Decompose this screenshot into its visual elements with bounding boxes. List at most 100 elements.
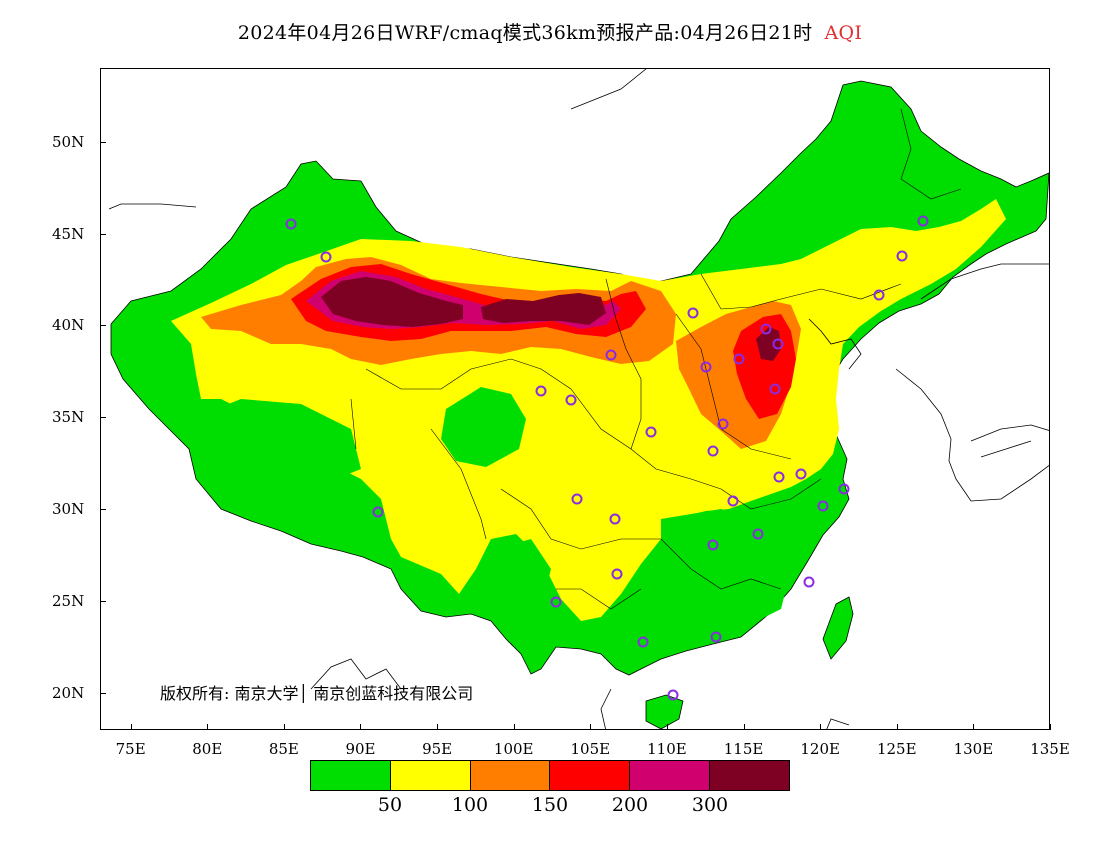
- lon-tick-mark: [283, 724, 285, 730]
- station-marker: [917, 215, 929, 227]
- legend-threshold-label: 300: [691, 794, 729, 816]
- station-marker: [700, 361, 712, 373]
- green-pocket-tibet: [191, 399, 361, 489]
- legend-swatch: [630, 761, 711, 790]
- lon-tick-label: 135E: [1030, 740, 1070, 758]
- lon-tick-mark: [130, 724, 132, 730]
- lon-tick-label: 115E: [723, 740, 764, 758]
- province-boundaries: [350, 108, 962, 610]
- station-marker: [760, 323, 772, 335]
- green-pocket-qinghai: [441, 387, 526, 467]
- station-marker: [727, 495, 739, 507]
- lon-tick-label: 95E: [422, 740, 453, 758]
- station-marker: [873, 289, 885, 301]
- title-variable: AQI: [824, 22, 863, 44]
- station-marker: [687, 307, 699, 319]
- lat-tick-mark: [100, 233, 106, 235]
- station-marker: [667, 689, 679, 701]
- station-marker: [550, 596, 562, 608]
- station-marker: [637, 636, 649, 648]
- lon-tick-mark: [207, 724, 209, 730]
- map-title: 2024年04月26日WRF/cmaq模式36km预报产品:04月26日21时 A…: [0, 18, 1100, 45]
- lat-tick-label: 30N: [52, 500, 85, 519]
- lat-tick-label: 35N: [52, 408, 85, 427]
- station-marker: [896, 250, 908, 262]
- copyright-text: 版权所有: 南京大学│ 南京创蓝科技有限公司: [160, 684, 474, 703]
- lon-tick-label: 120E: [800, 740, 840, 758]
- lon-tick-mark: [437, 724, 439, 730]
- station-marker: [372, 506, 384, 518]
- lat-tick-mark: [100, 141, 106, 143]
- lon-tick-label: 125E: [876, 740, 917, 758]
- lon-tick-label: 105E: [570, 740, 611, 758]
- lat-tick-label: 40N: [52, 316, 85, 335]
- station-marker: [838, 483, 850, 495]
- legend-swatch: [710, 761, 789, 790]
- lon-tick-label: 100E: [493, 740, 534, 758]
- station-marker: [535, 385, 547, 397]
- lon-tick-mark: [513, 724, 515, 730]
- station-marker: [803, 576, 815, 588]
- station-marker: [817, 500, 829, 512]
- station-marker: [645, 426, 657, 438]
- legend-swatch: [550, 761, 631, 790]
- lon-tick-label: 85E: [268, 740, 299, 758]
- station-marker: [710, 631, 722, 643]
- lat-tick-mark: [100, 601, 106, 603]
- lat-tick-label: 45N: [52, 224, 85, 243]
- lat-tick-label: 50N: [52, 132, 85, 151]
- lat-tick-mark: [100, 325, 106, 327]
- lon-tick-label: 110E: [647, 740, 687, 758]
- title-main: 2024年04月26日WRF/cmaq模式36km预报产品:04月26日21时: [237, 22, 813, 44]
- station-marker: [565, 394, 577, 406]
- taiwan-island: [822, 596, 854, 660]
- station-marker: [707, 539, 719, 551]
- lon-tick-label: 90E: [345, 740, 376, 758]
- legend-swatch: [311, 761, 391, 790]
- lon-tick-mark: [820, 724, 822, 730]
- lat-tick-mark: [100, 693, 106, 695]
- station-marker: [285, 218, 297, 230]
- station-marker: [795, 468, 807, 480]
- monitoring-stations: [285, 215, 929, 701]
- lon-tick-mark: [360, 724, 362, 730]
- station-marker: [717, 418, 729, 430]
- lon-tick-mark: [743, 724, 745, 730]
- legend-swatch: [470, 761, 551, 790]
- lat-tick-mark: [100, 509, 106, 511]
- aqi-map-svg: [108, 69, 1049, 729]
- legend-threshold-label: 50: [377, 794, 403, 816]
- lat-tick-label: 25N: [52, 592, 85, 611]
- legend-threshold-label: 100: [451, 794, 489, 816]
- station-marker: [769, 383, 781, 395]
- station-marker: [772, 338, 784, 350]
- station-marker: [605, 349, 617, 361]
- lon-tick-label: 130E: [953, 740, 994, 758]
- lon-tick-mark: [973, 724, 975, 730]
- lon-tick-mark: [1050, 724, 1051, 730]
- hainan-island: [645, 694, 684, 729]
- lon-tick-mark: [590, 724, 592, 730]
- lon-tick-mark: [896, 724, 898, 730]
- lat-tick-mark: [100, 417, 106, 419]
- aqi-hazardous-area: [321, 277, 463, 327]
- station-marker: [320, 251, 332, 263]
- station-marker: [707, 445, 719, 457]
- green-pocket-yunnan: [491, 539, 551, 609]
- station-marker: [571, 493, 583, 505]
- station-marker: [773, 471, 785, 483]
- station-marker: [752, 528, 764, 540]
- station-marker: [609, 513, 621, 525]
- lon-tick-label: 75E: [115, 740, 146, 758]
- aqi-legend-bar: [310, 760, 790, 791]
- aqi-hazardous-area-hebei: [756, 327, 781, 361]
- legend-threshold-label: 150: [531, 794, 569, 816]
- station-marker: [611, 568, 623, 580]
- map-panel[interactable]: [100, 68, 1050, 730]
- lon-tick-mark: [666, 724, 668, 730]
- aqi-hazardous-area-east: [481, 293, 606, 325]
- lat-tick-label: 20N: [52, 684, 85, 703]
- neighbor-coastlines: [108, 69, 1049, 729]
- legend-threshold-label: 200: [611, 794, 649, 816]
- legend-swatch: [390, 761, 471, 790]
